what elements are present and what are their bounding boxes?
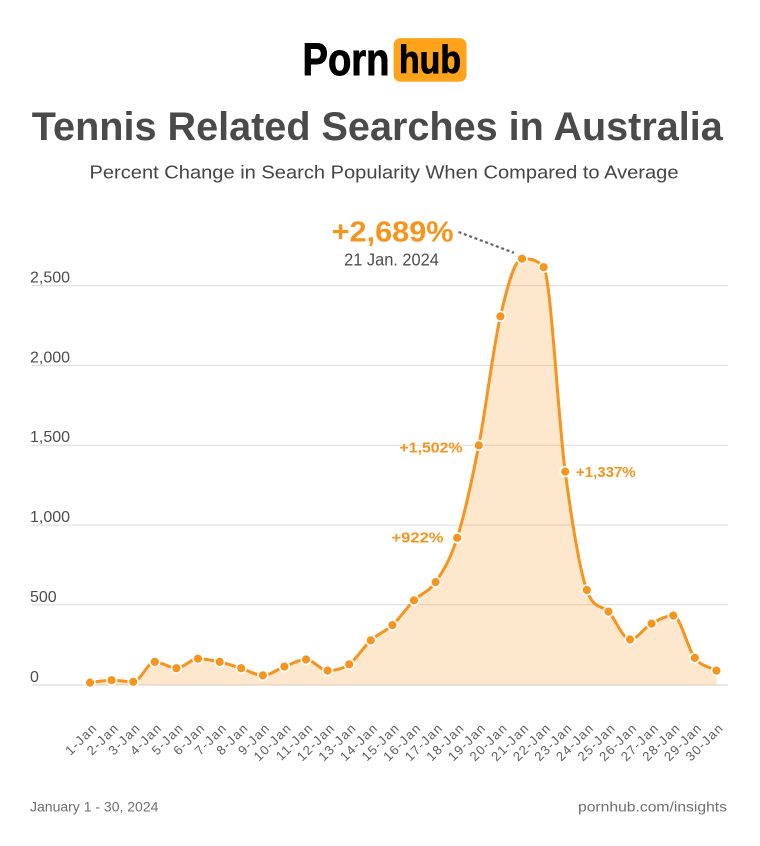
svg-text:+1,337%: +1,337% [576,464,636,481]
svg-text:+2,689%: +2,689% [332,216,454,248]
svg-text:1,500: 1,500 [30,429,70,446]
svg-text:0: 0 [30,669,39,686]
svg-text:2,500: 2,500 [30,270,70,287]
svg-text:pornhub.com/insights: pornhub.com/insights [578,799,727,815]
svg-text:+1,502%: +1,502% [400,440,463,457]
svg-text:Tennis Related Searches in Aus: Tennis Related Searches in Australia [32,105,724,149]
svg-text:2,000: 2,000 [30,349,70,366]
svg-text:Porn: Porn [303,34,390,85]
svg-text:500: 500 [30,589,57,606]
svg-text:+922%: +922% [392,530,444,547]
svg-text:hub: hub [399,39,461,82]
svg-text:January 1 - 30, 2024: January 1 - 30, 2024 [30,799,159,815]
svg-text:1,000: 1,000 [30,509,70,526]
svg-text:Percent Change in Search Popul: Percent Change in Search Popularity When… [90,163,679,183]
svg-text:21 Jan. 2024: 21 Jan. 2024 [344,249,439,269]
